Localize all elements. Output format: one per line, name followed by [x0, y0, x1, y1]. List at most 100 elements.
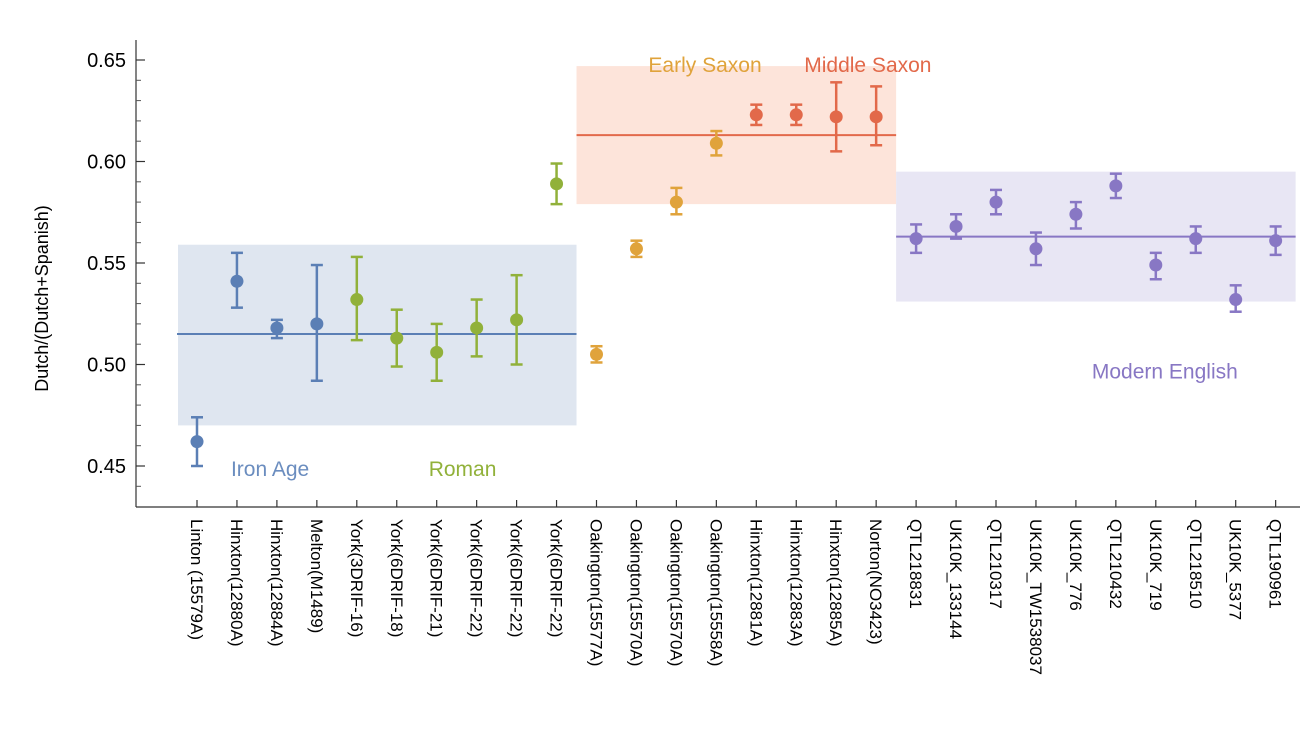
- data-point: [350, 255, 364, 342]
- point-marker: [190, 435, 204, 449]
- point-marker: [909, 232, 923, 246]
- labels: Iron Age Roman Early Saxon Middle Saxon Mode…: [231, 54, 1238, 481]
- point-marker: [789, 108, 803, 122]
- x-tick-label: Oakington(15570A): [666, 519, 685, 666]
- x-tick-label: Oakington(15577A): [587, 519, 606, 666]
- point-marker: [350, 293, 364, 307]
- x-tick-label: UK10K_719: [1146, 519, 1165, 611]
- x-tick-label: York(6DRIF-22): [467, 519, 486, 637]
- x-tick-label: Melton(M1489): [307, 519, 326, 633]
- data-point: [749, 103, 763, 127]
- x-tick-label: Oakington(15570A): [626, 519, 645, 666]
- data-point: [430, 322, 444, 382]
- point-marker: [310, 317, 324, 331]
- data-point: [709, 129, 723, 157]
- data-point: [829, 81, 843, 153]
- x-tick-label: York(6DRIF-18): [387, 519, 406, 637]
- data-point: [310, 263, 324, 382]
- x-tick-label: Hinxton(12880A): [227, 519, 246, 647]
- point-marker: [270, 321, 284, 335]
- group-label: Modern English: [1092, 361, 1238, 384]
- point-marker: [1029, 242, 1043, 256]
- x-tick-label: QTL218831: [906, 519, 925, 609]
- data-point: [390, 308, 404, 368]
- point-marker: [949, 219, 963, 233]
- point-marker: [470, 321, 484, 335]
- x-tick-label: QTL190961: [1266, 519, 1285, 609]
- y-tick-label: 0.65: [87, 50, 126, 72]
- data-point: [1109, 172, 1123, 200]
- point-marker: [590, 347, 603, 361]
- x-tick-label: Linton (15579A): [187, 519, 206, 640]
- data-point: [1229, 284, 1243, 313]
- point-marker: [510, 313, 524, 327]
- data-point: [909, 223, 923, 255]
- point-marker: [749, 108, 763, 122]
- data-point: [1149, 251, 1163, 281]
- data-point: [1069, 200, 1083, 230]
- data-point: [1269, 225, 1283, 257]
- data-point: [270, 318, 284, 340]
- point-marker: [709, 136, 723, 150]
- data-point: [1029, 231, 1043, 267]
- x-tick-label: York(3DRIF-16): [347, 519, 366, 637]
- data-point: [550, 162, 564, 206]
- point-marker: [869, 110, 883, 124]
- point-marker: [669, 195, 683, 209]
- point-marker: [1149, 258, 1163, 272]
- x-tick-label: York(6DRIF-21): [427, 519, 446, 637]
- y-tick-label: 0.50: [87, 355, 126, 377]
- data-point: [869, 85, 883, 147]
- y-tick-label: 0.60: [87, 152, 126, 174]
- data-point: [590, 344, 603, 364]
- axes: 0.45 0.50 0.55 0.60 0.65 Linton (15579A) Hinxt…: [32, 40, 1300, 675]
- x-tick-label: UK10K_133144: [946, 519, 965, 639]
- x-tick-label: York(6DRIF-22): [547, 519, 566, 637]
- group-label: Roman: [429, 458, 497, 481]
- point-marker: [1189, 232, 1203, 246]
- data-points: [190, 81, 1283, 468]
- data-point: [510, 273, 524, 366]
- y-axis-label: Dutch/(Dutch+Spanish): [32, 205, 52, 392]
- x-tick-label: UK10K_TW1538037: [1026, 519, 1045, 675]
- x-tick-label: QTL210317: [986, 519, 1005, 609]
- group-label: Early Saxon: [648, 54, 761, 77]
- y-tick-label: 0.45: [87, 456, 126, 478]
- point-marker: [230, 274, 244, 288]
- point-marker: [989, 195, 1003, 209]
- point-marker: [629, 242, 643, 256]
- data-point: [629, 239, 643, 259]
- x-tick-label: UK10K_5377: [1226, 519, 1245, 620]
- x-tick-label: Hinxton(12883A): [786, 519, 805, 647]
- data-point: [190, 416, 204, 468]
- data-point: [989, 188, 1003, 216]
- point-marker: [1109, 179, 1123, 193]
- x-tick-label: QTL218510: [1186, 519, 1205, 609]
- point-marker: [1229, 293, 1243, 307]
- data-point: [1189, 225, 1203, 255]
- point-marker: [390, 331, 404, 345]
- data-point: [669, 186, 683, 216]
- x-tick-label: Hinxton(12885A): [826, 519, 845, 647]
- x-tick-label: Oakington(15558A): [706, 519, 725, 666]
- x-tick-label: UK10K_776: [1066, 519, 1085, 611]
- data-point: [230, 251, 244, 309]
- group-label: Iron Age: [231, 458, 309, 481]
- group-label: Middle Saxon: [804, 54, 931, 77]
- point-marker: [430, 345, 444, 359]
- band-0: [178, 244, 577, 426]
- point-marker: [1069, 207, 1083, 221]
- data-point: [789, 103, 803, 127]
- data-point: [470, 298, 484, 358]
- x-tick-label: Hinxton(12884A): [267, 519, 286, 647]
- group-bands: [177, 66, 1296, 426]
- x-tick-label: York(6DRIF-22): [507, 519, 526, 637]
- y-tick-label: 0.55: [87, 253, 126, 275]
- point-marker: [550, 177, 564, 191]
- x-tick-label: QTL210432: [1106, 519, 1125, 609]
- data-point: [949, 213, 963, 240]
- point-marker: [829, 110, 843, 124]
- x-tick-label: Hinxton(12881A): [746, 519, 765, 647]
- x-tick-label: Norton(NO3423): [866, 519, 885, 645]
